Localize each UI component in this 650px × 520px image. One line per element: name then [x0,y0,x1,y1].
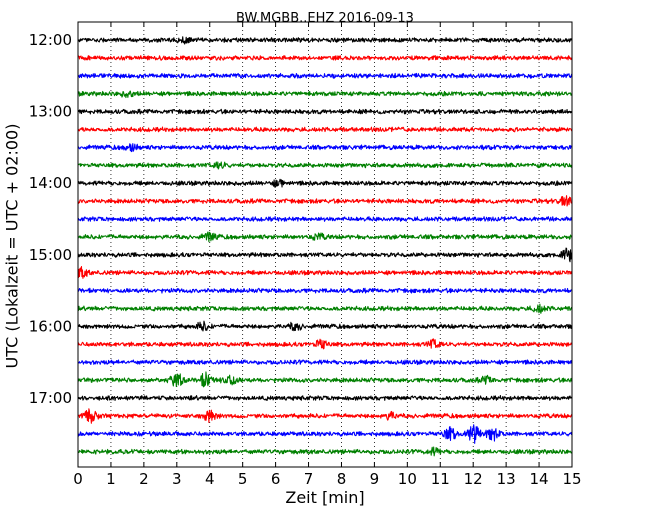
trace-line [77,178,573,188]
y-tick-label: 12:00 [29,31,72,49]
y-tick-label: 17:00 [29,389,72,407]
plot-frame [77,21,573,468]
x-tick-label: 5 [238,470,248,488]
trace-line [77,161,573,170]
x-tick-label: 8 [337,470,347,488]
y-tick-label: 15:00 [29,246,72,264]
y-tick-label: 16:00 [29,317,72,335]
x-tick-label: 7 [304,470,314,488]
x-axis-label: Zeit [min] [285,488,365,507]
trace-line [77,36,573,45]
seismogram-traces [77,36,573,457]
x-tick-label: 13 [497,470,516,488]
y-axis-label: UTC (Lokalzeit = UTC + 02:00) [2,123,22,369]
x-tick-label: 10 [398,470,417,488]
trace-line [77,287,573,294]
x-tick-label: 15 [562,470,581,488]
trace-line [77,424,573,444]
trace-line [77,338,573,350]
trace-line [77,395,573,401]
axis-ticks [77,22,573,467]
x-tick-labels: 0 1 2 3 4 5 6 7 8 9 10 11 12 13 14 15 [73,470,581,488]
y-tick-label: 14:00 [29,174,72,192]
x-tick-label: 1 [106,470,116,488]
trace-line [77,143,573,153]
trace-line [77,108,573,115]
chart-title: BW.MGBB..EHZ 2016-09-13 [236,11,414,26]
x-tick-label: 9 [370,470,380,488]
x-tick-label: 14 [530,470,549,488]
trace-line [77,216,573,222]
trace-line [77,55,573,61]
trace-line [77,303,573,314]
x-tick-label: 0 [73,470,83,488]
trace-line [77,320,573,332]
trace-line [77,371,573,388]
x-tick-label: 4 [205,470,215,488]
trace-line [77,446,573,457]
trace-line [77,231,573,243]
trace-line [77,359,573,366]
x-tick-label: 3 [172,470,182,488]
x-tick-label: 6 [271,470,281,488]
x-tick-label: 12 [464,470,483,488]
trace-line [77,126,573,133]
trace-line [77,265,573,279]
trace-line [77,72,573,79]
trace-line [77,195,573,207]
x-tick-label: 2 [139,470,149,488]
trace-line [77,90,573,99]
trace-line [77,247,573,263]
x-tick-label: 11 [431,470,450,488]
trace-line [77,408,573,424]
y-tick-labels: 12:00 13:00 14:00 15:00 16:00 17:00 [29,31,72,407]
y-tick-label: 13:00 [29,103,72,121]
